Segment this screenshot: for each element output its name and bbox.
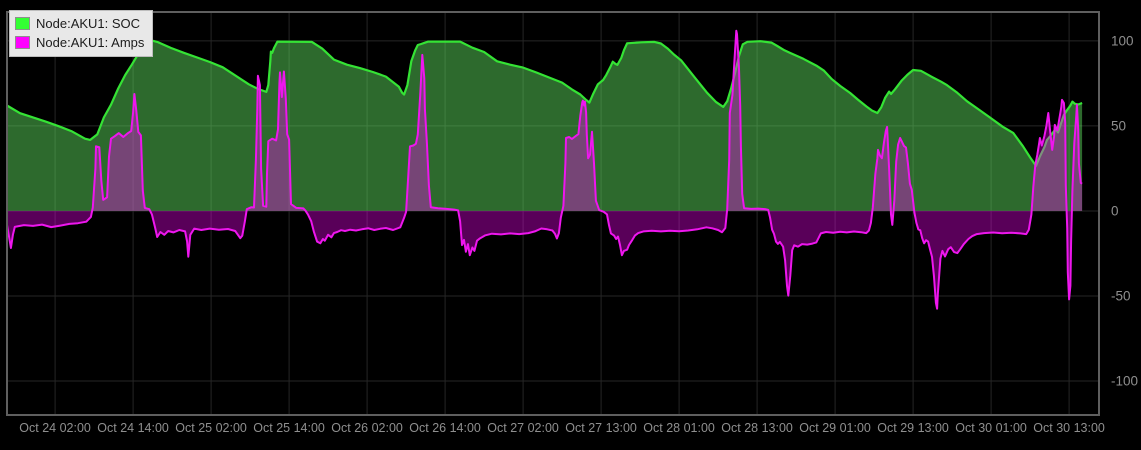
amps-series-swatch-icon [15,36,30,49]
x-tick-label: Oct 29 01:00 [799,421,871,435]
soc-area [7,40,1083,211]
legend: Node:AKU1: SOC Node:AKU1: Amps [9,10,154,57]
x-tick-label: Oct 26 14:00 [409,421,481,435]
legend-item-soc[interactable]: Node:AKU1: SOC [15,14,144,33]
y-tick-label: 100 [1111,33,1134,48]
x-axis-labels: Oct 24 02:00 Oct 24 14:00 Oct 25 02:00 Oct … [19,421,1105,435]
y-axis-labels: 100 50 0 -50 -100 [1111,33,1138,388]
soc-line [6,39,1083,167]
y-tick-label: -50 [1111,288,1131,303]
x-tick-label: Oct 28 13:00 [721,421,793,435]
x-tick-label: Oct 27 02:00 [487,421,559,435]
x-tick-label: Oct 26 02:00 [331,421,403,435]
legend-label-soc: Node:AKU1: SOC [36,16,141,31]
x-tick-label: Oct 25 14:00 [253,421,325,435]
x-tick-label: Oct 24 02:00 [19,421,91,435]
y-tick-label: -100 [1111,373,1138,388]
x-tick-label: Oct 30 01:00 [955,421,1027,435]
x-tick-label: Oct 29 13:00 [877,421,949,435]
x-tick-label: Oct 28 01:00 [643,421,715,435]
y-tick-label: 0 [1111,203,1119,218]
y-tick-label: 50 [1111,118,1126,133]
legend-label-amps: Node:AKU1: Amps [36,35,145,50]
soc-series-swatch-icon [15,17,30,30]
x-tick-label: Oct 25 02:00 [175,421,247,435]
plot-border [6,11,1100,416]
amps-line [6,29,1083,310]
x-tick-label: Oct 30 13:00 [1033,421,1105,435]
x-tick-label: Oct 27 13:00 [565,421,637,435]
legend-item-amps[interactable]: Node:AKU1: Amps [15,33,144,52]
amps-area [7,30,1083,309]
gridlines [7,12,1099,415]
x-tick-label: Oct 24 14:00 [97,421,169,435]
